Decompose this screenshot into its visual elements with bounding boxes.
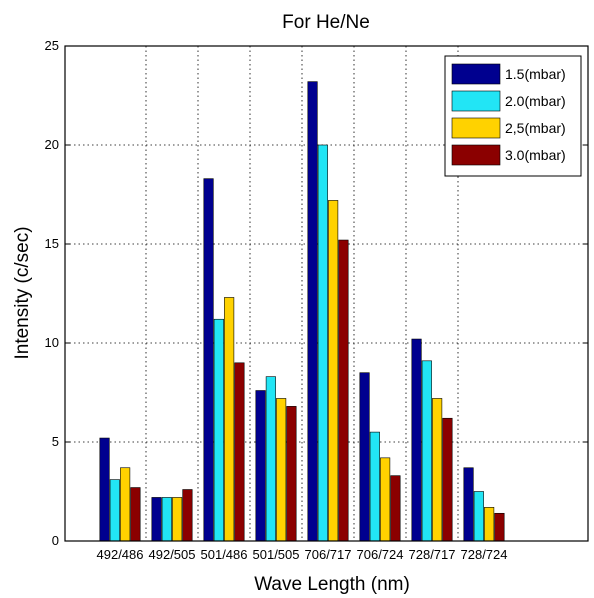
- bar: [213, 318, 224, 542]
- bar: [442, 417, 453, 542]
- legend: 1.5(mbar) 2.0(mbar) 2,5(mbar) 3.0(mbar): [444, 55, 582, 177]
- bar: [463, 467, 474, 542]
- bar: [99, 437, 110, 542]
- bar: [286, 406, 297, 542]
- bar: [203, 178, 214, 542]
- x-tick-label: 501/505: [253, 547, 300, 562]
- bar: [484, 507, 495, 542]
- legend-swatch: [451, 63, 501, 85]
- bar: [255, 390, 266, 542]
- y-axis-title: Intensity (c/sec): [12, 226, 33, 359]
- ticks-layer: 0 5 10 15 20 25 492/486 492/505 501/486 501/505 70…: [45, 38, 588, 562]
- bar: [265, 376, 276, 542]
- bar: [432, 398, 443, 542]
- y-tick-label: 0: [52, 533, 59, 548]
- legend-label: 2,5(mbar): [505, 120, 566, 136]
- legend-swatch: [451, 144, 501, 166]
- x-tick-label: 706/717: [305, 547, 352, 562]
- bar: [161, 497, 172, 542]
- plot-frame: [64, 45, 589, 542]
- bar: [234, 362, 245, 542]
- x-tick-label: 492/505: [149, 547, 196, 562]
- bar: [151, 497, 162, 542]
- bar: [182, 489, 193, 542]
- bar: [172, 497, 183, 542]
- bar: [494, 512, 505, 542]
- bar: [307, 81, 318, 542]
- bar: [411, 338, 422, 542]
- bar: [473, 491, 484, 542]
- legend-label: 1.5(mbar): [505, 66, 566, 82]
- y-tick-label: 10: [45, 335, 59, 350]
- chart-title: For He/Ne: [282, 12, 370, 33]
- bar: [130, 487, 141, 542]
- legend-swatch: [451, 117, 501, 139]
- bar: [338, 239, 349, 542]
- y-tick-label: 15: [45, 236, 59, 251]
- bar: [369, 431, 380, 542]
- x-tick-label: 728/724: [461, 547, 508, 562]
- x-tick-label: 501/486: [201, 547, 248, 562]
- y-tick-label: 5: [52, 434, 59, 449]
- y-tick-label: 20: [45, 137, 59, 152]
- x-tick-label: 492/486: [97, 547, 144, 562]
- x-tick-label: 706/724: [357, 547, 404, 562]
- bars-layer: [99, 81, 505, 542]
- x-axis-title: Wave Length (nm): [254, 574, 410, 595]
- bar: [224, 297, 235, 542]
- bar: [120, 467, 131, 542]
- bar: [317, 144, 328, 542]
- bar: [328, 200, 339, 542]
- bar: [109, 479, 120, 542]
- x-tick-label: 728/717: [409, 547, 456, 562]
- bar: [390, 475, 401, 542]
- y-tick-label: 25: [45, 38, 59, 53]
- bar: [276, 398, 287, 542]
- bar: [421, 360, 432, 542]
- bar: [359, 372, 370, 542]
- legend-label: 3.0(mbar): [505, 147, 566, 163]
- bar: [380, 457, 391, 542]
- legend-label: 2.0(mbar): [505, 93, 566, 109]
- legend-swatch: [451, 90, 501, 112]
